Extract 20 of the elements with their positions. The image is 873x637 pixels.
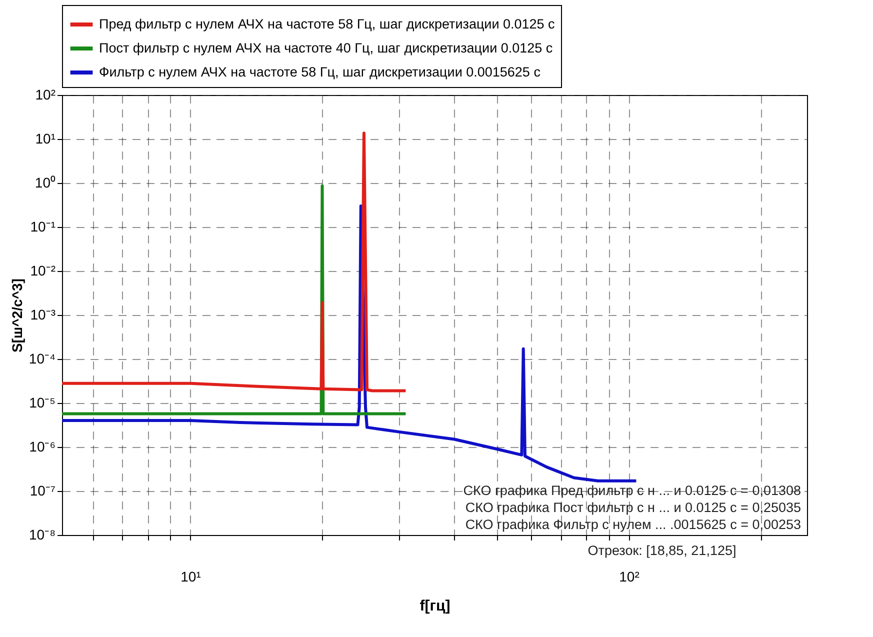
y-tick-label: 10⁻² [30, 262, 56, 278]
y-tick-label: 10⁰ [34, 174, 56, 190]
legend-label: Пред фильтр с нулем АЧХ на частоте 58 Гц, шаг дискретизации 0.0125 с [99, 16, 556, 32]
annotation: СКО графика Фильтр с нулем ... .0015625 с = 0,00253 [465, 517, 801, 532]
legend-label: Пост фильтр с нулем АЧХ на частоте 40 Гц, шаг дискретизации 0.0125 с [99, 40, 553, 56]
legend-label: Фильтр с нулем АЧХ на частоте 58 Гц, шаг дискретизации 0.0015625 с [99, 64, 541, 80]
y-axis-title: S[ш^2/с^3] [8, 278, 25, 352]
y-tick-label: 10¹ [35, 130, 56, 146]
y-tick-label: 10⁻⁶ [29, 438, 56, 454]
text: Отрезок: [18,85, 21,125] [588, 543, 736, 558]
annotation: СКО графика Пред фильтр с н ... и 0.0125 с = 0,01308 [463, 483, 801, 498]
annotation: СКО графика Пост фильтр с н ... и 0.0125 с = 0,25035 [465, 500, 801, 515]
x-axis-title: f[гц] [420, 598, 450, 614]
y-tick-label: 10⁻¹ [30, 218, 56, 234]
y-tick-label: 10⁻⁸ [29, 526, 56, 542]
y-tick-label: 10⁻³ [30, 306, 56, 322]
y-tick-label: 10⁻⁵ [29, 394, 56, 410]
y-tick-label: 10⁻⁴ [28, 350, 56, 366]
y-tick-label: 10⁻⁷ [30, 482, 56, 498]
y-tick-label: 10² [35, 86, 56, 102]
